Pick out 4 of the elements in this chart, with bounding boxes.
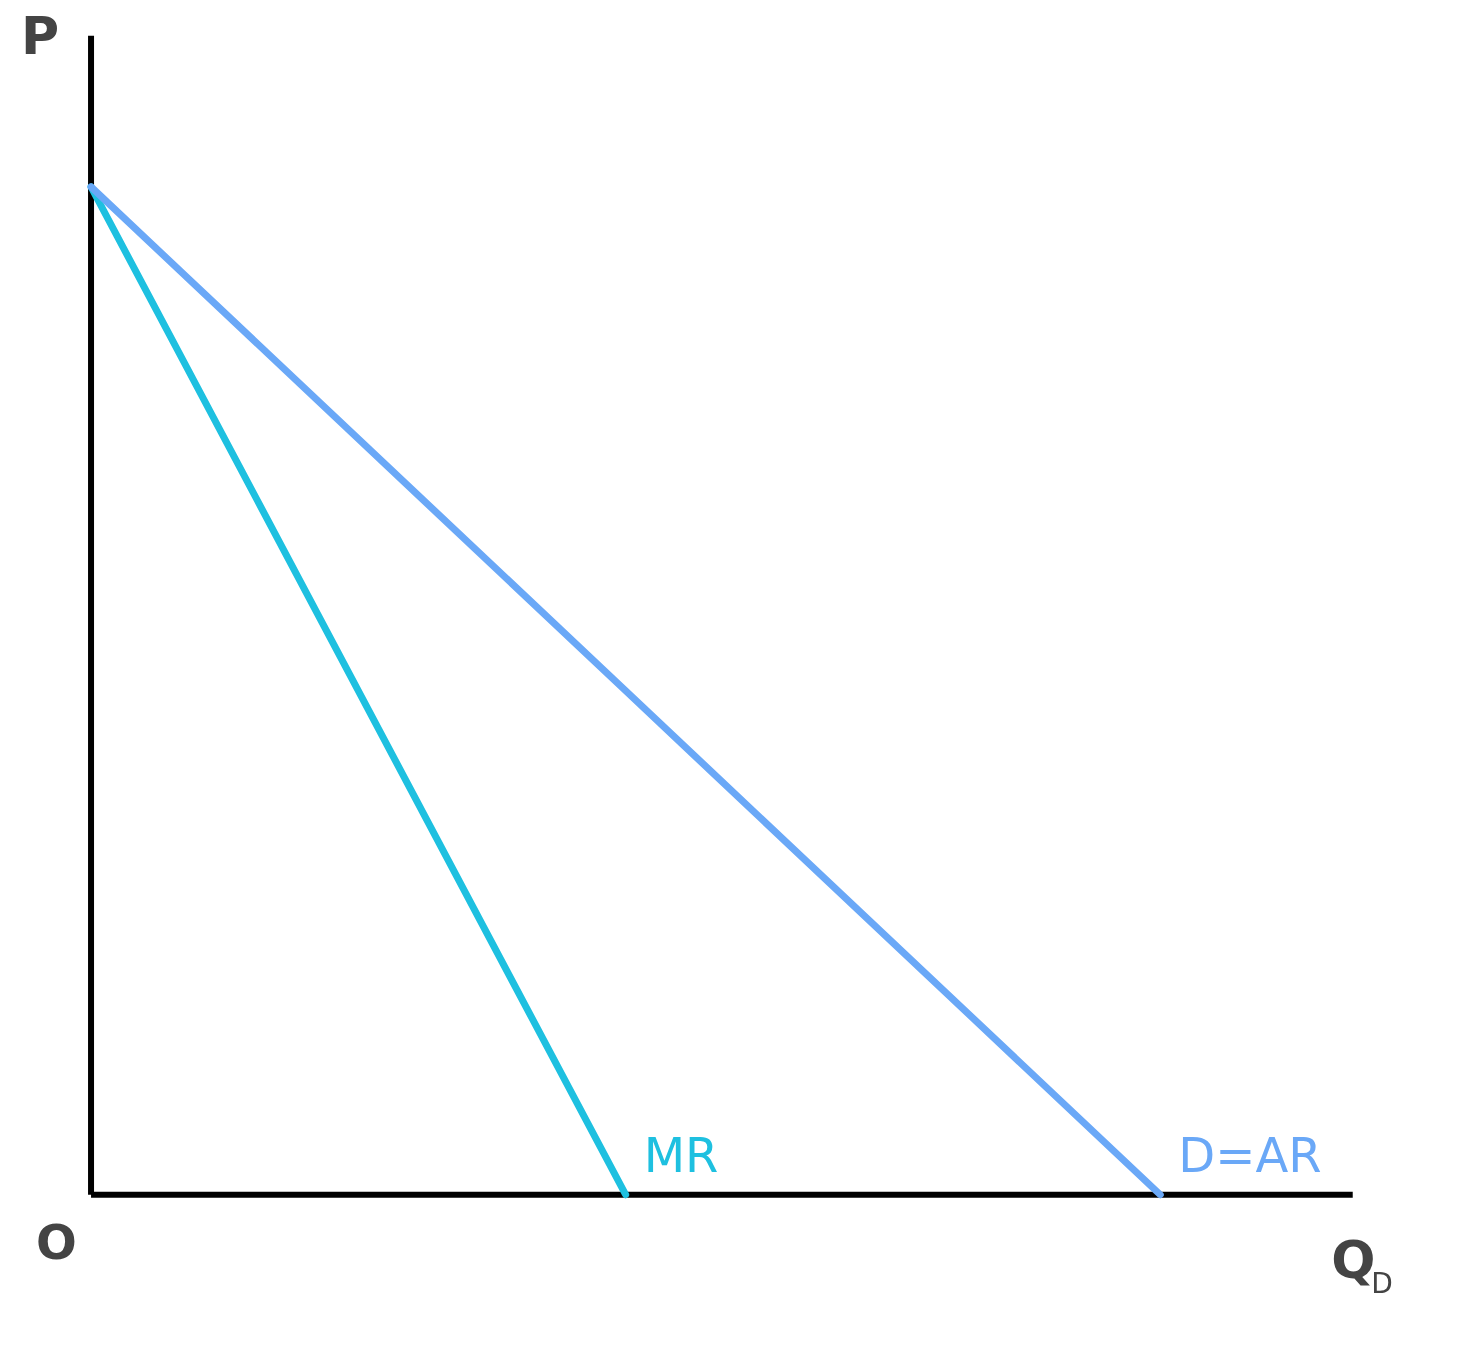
series-label: D=AR	[1178, 1126, 1322, 1183]
series-label: MR	[643, 1126, 719, 1183]
y-axis-title: P	[21, 5, 60, 66]
text: O	[36, 1213, 77, 1270]
